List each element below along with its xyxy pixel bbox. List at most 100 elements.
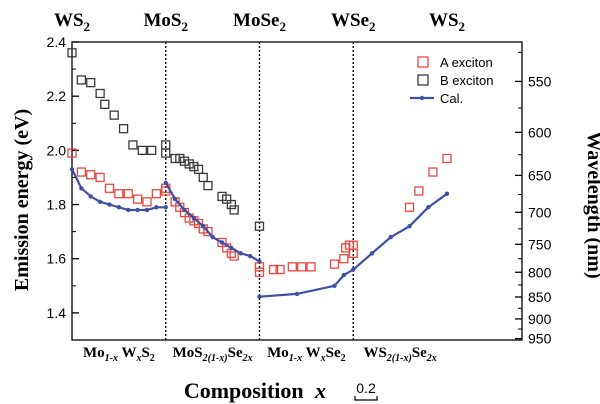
segment-label-3: WS2(1-x)Se2x bbox=[363, 345, 436, 364]
cal-point-11 bbox=[163, 180, 168, 186]
point-0-9 bbox=[151, 189, 162, 199]
point-0-23 bbox=[229, 251, 239, 261]
point-0-5 bbox=[114, 189, 124, 199]
point-0-2 bbox=[86, 170, 96, 180]
cal-point-18 bbox=[229, 245, 234, 251]
point-0-8 bbox=[142, 197, 152, 207]
x-scale-bar bbox=[354, 396, 378, 401]
point-1-23 bbox=[229, 205, 239, 215]
y2-tick-label-4: 750 bbox=[528, 236, 552, 252]
point-0-30 bbox=[306, 262, 316, 272]
point-1-2 bbox=[86, 77, 96, 88]
point-0-28 bbox=[287, 262, 297, 272]
point-0-7 bbox=[132, 194, 143, 204]
y-tick-label-2: 1.8 bbox=[47, 197, 67, 213]
point-0-37 bbox=[404, 202, 415, 212]
y-tick-label-5: 2.4 bbox=[47, 34, 67, 50]
cal-point-20 bbox=[247, 253, 253, 259]
y2-tick-label-2: 650 bbox=[528, 167, 552, 183]
cal-point-30 bbox=[426, 205, 431, 210]
point-0-4 bbox=[104, 183, 115, 193]
cal-point-4 bbox=[107, 202, 112, 207]
composition-dividers bbox=[165, 42, 354, 340]
segment-label-2: Mo1-x WxSe2 bbox=[267, 345, 346, 364]
cal-point-9 bbox=[154, 205, 159, 210]
point-0-19 bbox=[203, 226, 213, 237]
cal-point-13 bbox=[182, 207, 187, 213]
point-0-0 bbox=[67, 148, 77, 158]
cal-point-21 bbox=[257, 259, 262, 264]
cal-point-8 bbox=[144, 207, 150, 213]
top-label-3: WSe2 bbox=[331, 10, 376, 34]
cal-point-7 bbox=[135, 207, 140, 213]
point-0-31 bbox=[329, 259, 340, 269]
top-label-4: WS2 bbox=[429, 10, 465, 34]
x-axis-title-main: Composition bbox=[184, 378, 304, 403]
top-label-0: WS2 bbox=[54, 10, 90, 34]
cal-point-1 bbox=[79, 186, 84, 191]
cal-point-2 bbox=[88, 194, 93, 199]
point-1-11 bbox=[161, 148, 171, 158]
cal-point-24 bbox=[332, 283, 337, 289]
cal-point-29 bbox=[407, 224, 412, 229]
legend-marker-1 bbox=[417, 74, 429, 86]
point-1-4 bbox=[100, 99, 110, 109]
cal-point-31 bbox=[444, 191, 450, 196]
point-0-3 bbox=[95, 172, 105, 183]
cal-point-6 bbox=[126, 207, 131, 213]
point-1-12 bbox=[170, 153, 180, 164]
cal-point-0 bbox=[69, 167, 75, 172]
y2-tick-label-0: 550 bbox=[528, 73, 552, 89]
top-label-1: MoS2 bbox=[144, 10, 189, 34]
series-a-exciton bbox=[67, 148, 452, 277]
point-1-18 bbox=[198, 172, 208, 183]
y-tick-label-1: 1.6 bbox=[47, 251, 67, 267]
cal-point-22 bbox=[257, 294, 262, 299]
x-scale-label: 0.2 bbox=[356, 380, 376, 396]
y2-tick-label-8: 950 bbox=[528, 331, 552, 347]
legend-label-0: A exciton bbox=[440, 55, 493, 70]
point-1-20 bbox=[217, 191, 227, 202]
legend-label-1: B exciton bbox=[440, 73, 493, 88]
point-1-14 bbox=[179, 156, 190, 166]
point-1-13 bbox=[175, 153, 185, 164]
cal-point-17 bbox=[219, 240, 225, 245]
y2-axis-title: Wavelength (nm) bbox=[583, 131, 600, 278]
point-1-8 bbox=[137, 145, 147, 156]
left-axis-ticks: 1.4 1.6 1.8 2.0 2.2 2.4 bbox=[47, 34, 79, 321]
cal-point-26 bbox=[351, 267, 356, 272]
right-axis-ticks: 550 600 650 700 750 800 850 900 950 bbox=[515, 51, 552, 347]
point-1-6 bbox=[118, 124, 129, 134]
cal-point-16 bbox=[210, 234, 215, 240]
point-0-1 bbox=[76, 167, 87, 177]
point-0-38 bbox=[414, 186, 424, 196]
segment-labels: Mo1-x WxS2 MoS2(1-x)Se2x Mo1-x WxSe2 WS2(1-… bbox=[83, 345, 437, 364]
y2-tick-label-7: 900 bbox=[528, 311, 552, 327]
cal-point-25 bbox=[341, 272, 347, 278]
point-1-21 bbox=[222, 194, 232, 204]
cal-point-28 bbox=[388, 234, 393, 240]
point-1-19 bbox=[203, 180, 213, 191]
series-b-exciton bbox=[67, 48, 265, 231]
legend-marker-0 bbox=[417, 56, 429, 68]
cal-point-12 bbox=[172, 196, 178, 202]
point-1-7 bbox=[128, 140, 138, 150]
data-series bbox=[67, 48, 452, 299]
axes-frame bbox=[71, 41, 523, 341]
x-axis-title: Composition x 0.2 bbox=[184, 378, 378, 403]
point-0-40 bbox=[442, 153, 452, 164]
point-0-17 bbox=[193, 218, 204, 229]
y2-tick-label-1: 600 bbox=[528, 124, 552, 140]
point-1-0 bbox=[67, 48, 77, 58]
y-tick-label-4: 2.2 bbox=[47, 88, 67, 104]
cal-point-27 bbox=[369, 251, 375, 256]
y2-tick-label-6: 850 bbox=[528, 289, 552, 305]
point-1-17 bbox=[193, 164, 204, 174]
top-composition-labels: WS2 MoS2 MoSe2 WSe2 WS2 bbox=[54, 10, 465, 34]
point-1-5 bbox=[109, 110, 119, 120]
point-0-36 bbox=[348, 248, 358, 258]
cal-point-14 bbox=[191, 215, 197, 221]
point-0-6 bbox=[123, 189, 133, 199]
point-0-32 bbox=[339, 254, 349, 264]
cal-point-10 bbox=[163, 205, 168, 210]
